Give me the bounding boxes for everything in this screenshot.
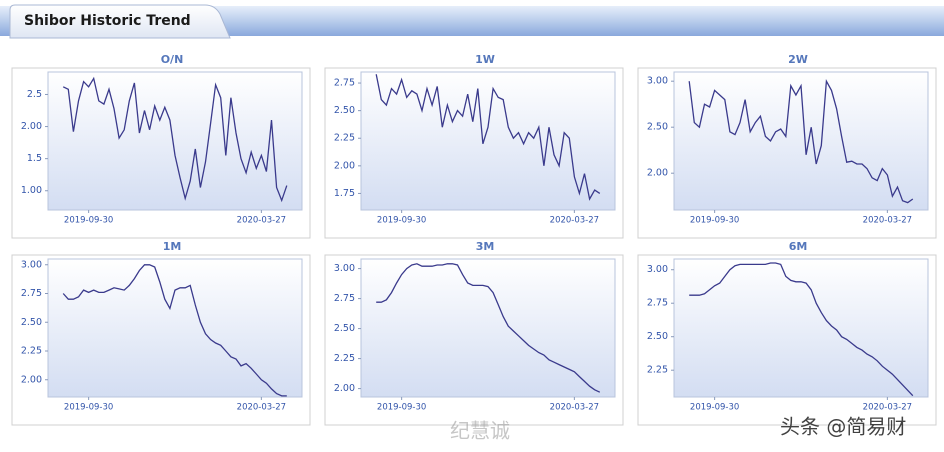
watermark: 头条 @简易财 (780, 415, 906, 439)
y-tick-label: 3.00 (334, 263, 355, 274)
header-tab (9, 4, 231, 39)
chart-title: 1W (475, 53, 495, 66)
x-tick-label: 2019-09-30 (377, 403, 426, 413)
chart-title: 2W (788, 53, 808, 66)
line (375, 74, 601, 201)
line (688, 78, 914, 204)
y-tick-label: 1.5 (27, 153, 42, 164)
charts: O/N 1.00 1.5 2.00 2.5 2019-09-30 2020-03-27 1W 1… (11, 53, 937, 426)
watermark: 纪慧诚 (450, 419, 510, 443)
chart-title: 1M (163, 240, 182, 253)
plot-area (47, 71, 303, 211)
x-tick-label: 2020-03-27 (863, 403, 912, 413)
y-tick-label: 2.50 (334, 323, 355, 334)
y-tick-label: 1.00 (21, 185, 42, 196)
y-tick-label: 2.00 (647, 168, 668, 179)
chart-title: 3M (476, 240, 495, 253)
x-tick-label: 2019-09-30 (377, 216, 426, 226)
chart-title: O/N (161, 53, 184, 66)
x-tick-label: 2020-03-27 (863, 216, 912, 226)
x-tick-label: 2020-03-27 (237, 403, 286, 413)
y-tick-label: 2.75 (21, 288, 42, 299)
plot-area (360, 258, 616, 398)
x-tick-label: 2020-03-27 (550, 403, 599, 413)
y-tick-label: 2.00 (334, 383, 355, 394)
y-tick-label: 2.25 (647, 365, 668, 376)
x-tick-label: 2020-03-27 (550, 216, 599, 226)
x-tick-label: 2020-03-27 (237, 216, 286, 226)
y-tick-label: 1.75 (334, 188, 355, 199)
y-tick-label: 2.50 (21, 317, 42, 328)
line (376, 263, 601, 393)
y-tick-label: 3.00 (647, 76, 668, 87)
y-tick-label: 2.75 (334, 293, 355, 304)
y-tick-label: 3.00 (647, 264, 668, 275)
y-tick-label: 2.25 (334, 133, 355, 144)
y-tick-label: 2.75 (334, 78, 355, 89)
y-tick-label: 2.25 (334, 353, 355, 364)
y-tick-label: 2.5 (27, 89, 42, 100)
plot-area (673, 71, 929, 211)
x-tick-label: 2019-09-30 (64, 403, 113, 413)
plot-area (47, 258, 303, 398)
line (62, 264, 287, 397)
y-tick-label: 2.50 (334, 105, 355, 116)
plot-area (360, 71, 616, 211)
y-tick-label: 2.00 (21, 121, 42, 132)
header-title: Shibor Historic Trend (24, 13, 191, 29)
x-tick-label: 2019-09-30 (64, 216, 113, 226)
y-tick-label: 3.00 (21, 259, 42, 270)
x-tick-label: 2019-09-30 (690, 403, 739, 413)
y-tick-label: 2.50 (647, 122, 668, 133)
x-tick-label: 2019-09-30 (690, 216, 739, 226)
y-tick-label: 2.25 (21, 346, 42, 357)
y-tick-label: 2.50 (647, 331, 668, 342)
y-tick-label: 2.00 (334, 160, 355, 171)
plot-area (673, 258, 929, 398)
y-tick-label: 2.00 (21, 374, 42, 385)
line (62, 76, 288, 203)
y-tick-label: 2.75 (647, 298, 668, 309)
line (689, 262, 914, 397)
chart-title: 6M (789, 240, 808, 253)
